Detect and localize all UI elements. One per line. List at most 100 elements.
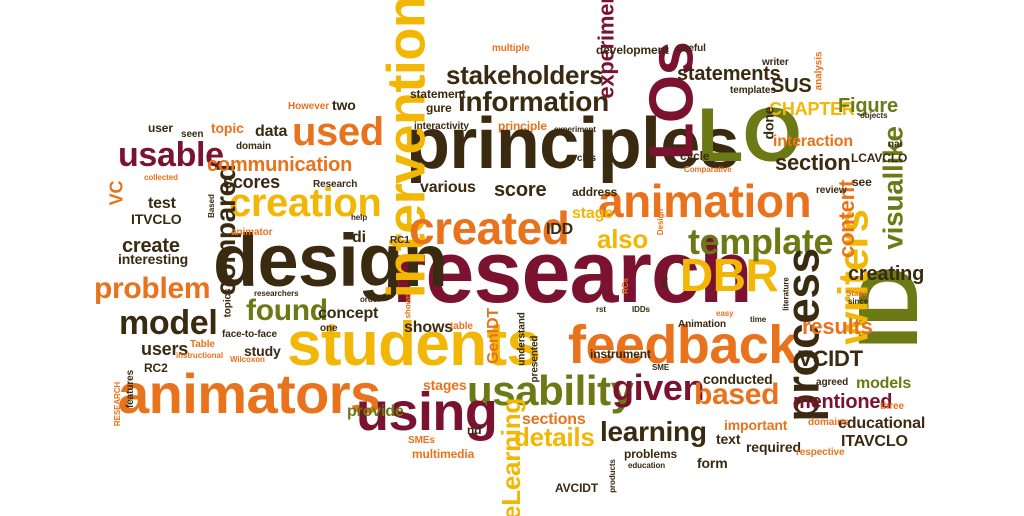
word-order: order	[360, 295, 381, 304]
word-since: since	[848, 297, 869, 306]
word-Based: Based	[206, 194, 216, 218]
word-RC1: RC1	[390, 235, 410, 246]
word-objects: objects	[860, 111, 888, 120]
word-Table: Table	[190, 339, 215, 350]
word-useful: useful	[677, 43, 706, 54]
word-collected: collected	[144, 173, 178, 182]
word-created: created	[409, 202, 570, 254]
word-usability: usability	[467, 367, 634, 414]
word-SUS: SUS	[771, 75, 812, 97]
word-domains: domains	[808, 417, 849, 428]
word-animators: animators	[118, 362, 381, 425]
word-important: important	[724, 417, 788, 433]
word-multiple: multiple	[492, 43, 530, 54]
word-animator: animator	[231, 227, 273, 238]
word-DBR: DBR	[680, 249, 779, 301]
word-design: design	[213, 219, 448, 302]
word-provide: provide	[347, 403, 404, 420]
word-cycles: cycles	[566, 153, 596, 164]
word-development: development	[596, 43, 669, 57]
word-used: used	[292, 110, 384, 154]
word-Figure: Figure	[838, 95, 898, 117]
word-students: students	[287, 310, 541, 379]
word-RC: RC	[660, 276, 670, 288]
word-ITAVCLO: ITAVCLO	[841, 433, 908, 450]
word-GenIDT: GenIDT	[484, 308, 502, 364]
word-data: data	[255, 123, 288, 140]
word-study: study	[244, 343, 281, 359]
word-respective: respective	[796, 447, 845, 458]
word-address: address	[572, 185, 618, 199]
word-educational: educational	[838, 415, 926, 432]
word-SMEs: SMEs	[408, 435, 435, 446]
word-interaction: interaction	[773, 133, 854, 150]
word-eLearning: eLearning	[495, 398, 526, 516]
word-However: However	[288, 101, 329, 112]
word-conducted: conducted	[703, 371, 773, 387]
word-models: models	[856, 375, 912, 392]
word-Wilcoxon: Wilcoxon	[230, 355, 265, 364]
word-creating: creating	[848, 263, 925, 285]
word-animation: animation	[598, 175, 812, 227]
word-stages: stages	[423, 377, 467, 393]
word-three: three	[880, 401, 904, 412]
word-statements: statements	[677, 63, 781, 85]
word-learning: learning	[600, 416, 707, 447]
word-principle: principle	[498, 119, 547, 133]
word-create: create	[122, 235, 180, 257]
word-seen: seen	[181, 129, 204, 140]
word-instrument: instrument	[590, 347, 651, 361]
word-nal: nal	[888, 139, 903, 150]
word-help: help	[351, 213, 368, 222]
word-table: table	[450, 321, 473, 332]
word-templates: templates	[730, 85, 776, 96]
word-nd: nd	[467, 423, 482, 437]
word-features: features	[125, 369, 137, 409]
word-IDD: IDD	[546, 221, 574, 238]
word-see: see	[852, 175, 872, 189]
word-information: information	[458, 86, 609, 117]
word-RESEARCH: RESEARCH	[113, 381, 123, 427]
word-AVCIDT: AVCIDT	[555, 481, 599, 495]
word-based: based	[694, 378, 780, 411]
word-time: time	[750, 315, 767, 324]
word-LOs: LOs	[637, 41, 707, 161]
word-gure: gure	[426, 101, 452, 115]
word-details: details	[514, 422, 595, 452]
word-test: test	[148, 195, 176, 212]
word-multimedia: multimedia	[412, 447, 475, 461]
word-stage: stage	[572, 205, 613, 222]
word-experiment-small: experiment	[554, 125, 596, 134]
word-shown: shown	[403, 293, 413, 319]
word-results: results	[802, 314, 873, 339]
word-text: text	[716, 431, 741, 447]
word-di: di	[352, 229, 366, 246]
word-problems: problems	[624, 447, 678, 461]
word-Design: Design	[656, 208, 666, 236]
word-Research: Research	[313, 179, 358, 190]
word-education: education	[628, 461, 666, 470]
word-researchers: researchers	[254, 289, 299, 298]
word-writer: writer	[762, 57, 789, 68]
word-LO: LO	[697, 93, 802, 178]
word-concept: concept	[318, 305, 379, 322]
word-given: given	[612, 367, 705, 408]
word-statement: statement	[410, 87, 466, 101]
word-two: two	[332, 97, 356, 113]
word-presented: presented	[529, 335, 541, 383]
word-research: research	[392, 222, 753, 321]
word-sections: sections	[522, 411, 586, 428]
word-user: user	[148, 121, 173, 135]
word-required: required	[746, 439, 801, 455]
word-LCAVCLO: LCAVCLO	[851, 151, 908, 165]
word-VCIDT: VCIDT	[798, 346, 863, 371]
word-face-to-face: face-to-face	[222, 329, 277, 340]
word-agreed: agreed	[816, 377, 849, 388]
word-various: various	[420, 179, 476, 196]
word-VC: VC	[106, 180, 127, 206]
word-domain: domain	[236, 141, 271, 152]
word-principles: principles	[406, 104, 740, 184]
word-topics: topics	[222, 288, 234, 318]
word-IDDs: IDDs	[632, 305, 650, 314]
word-ITVCLO: ITVCLO	[131, 211, 182, 227]
